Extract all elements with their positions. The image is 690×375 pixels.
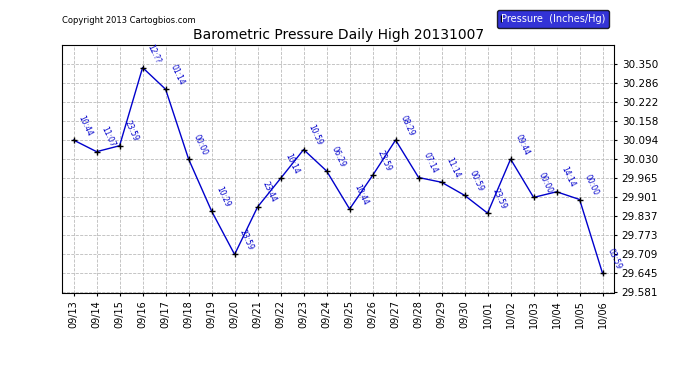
Text: 23:59: 23:59 — [122, 119, 140, 143]
Text: 23:59: 23:59 — [375, 149, 393, 172]
Text: 10:44: 10:44 — [77, 114, 94, 137]
Text: 08:29: 08:29 — [398, 114, 416, 137]
Legend: Pressure  (Inches/Hg): Pressure (Inches/Hg) — [497, 10, 609, 28]
Text: 10:44: 10:44 — [353, 183, 370, 206]
Text: 06:29: 06:29 — [329, 145, 347, 168]
Text: 23:59: 23:59 — [237, 228, 255, 252]
Text: Copyright 2013 Cartogbios.com: Copyright 2013 Cartogbios.com — [62, 16, 196, 25]
Text: 01:14: 01:14 — [168, 63, 186, 87]
Text: 11:07: 11:07 — [99, 125, 117, 149]
Text: 12:??: 12:?? — [146, 43, 162, 65]
Text: 00:59: 00:59 — [467, 169, 485, 193]
Text: 23:59: 23:59 — [491, 187, 508, 210]
Text: 14:14: 14:14 — [560, 165, 577, 189]
Text: 10:14: 10:14 — [284, 152, 301, 176]
Text: 10:29: 10:29 — [215, 185, 232, 208]
Text: 07:14: 07:14 — [422, 151, 439, 175]
Text: 10:59: 10:59 — [306, 123, 324, 147]
Text: 23:44: 23:44 — [260, 180, 278, 204]
Text: 00:00: 00:00 — [536, 171, 554, 195]
Text: 09:44: 09:44 — [513, 133, 531, 156]
Text: 00:00: 00:00 — [191, 133, 209, 156]
Text: 00:00: 00:00 — [582, 173, 600, 197]
Title: Barometric Pressure Daily High 20131007: Barometric Pressure Daily High 20131007 — [193, 28, 484, 42]
Text: 11:14: 11:14 — [444, 156, 462, 180]
Text: 03:59: 03:59 — [605, 247, 623, 271]
